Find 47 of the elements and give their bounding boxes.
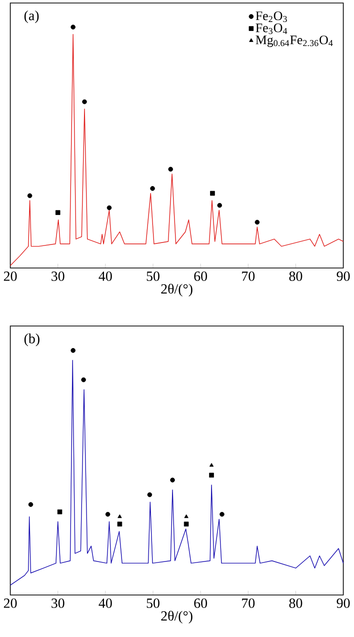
- x-tick-label: 60: [194, 272, 208, 281]
- x-tick-label: 90: [336, 272, 350, 281]
- x-tick-label: 30: [52, 598, 65, 608]
- x-tick-label: 20: [4, 598, 17, 608]
- text: (b): [24, 334, 40, 346]
- point: [82, 99, 88, 104]
- legend-label: Mg$_{0.64}$Fe$_{2.36}$O$_{4}$: [256, 36, 334, 47]
- point: [217, 202, 222, 208]
- point: [150, 186, 156, 191]
- point: [107, 205, 112, 210]
- x-axis-title: 2θ/(°): [161, 284, 193, 296]
- point: [70, 348, 76, 353]
- x-tick-label: 30: [52, 272, 65, 281]
- point: [56, 210, 60, 215]
- point: [210, 190, 216, 196]
- x-tick-label: 70: [242, 272, 255, 281]
- x-axis-title: 2θ/(°): [161, 610, 193, 624]
- point: [210, 462, 214, 467]
- point: [28, 193, 32, 198]
- point: [58, 509, 62, 514]
- text: (a): [24, 10, 39, 24]
- point: [168, 166, 174, 172]
- point: [184, 514, 189, 518]
- x-tick-label: 40: [98, 272, 112, 281]
- point: [220, 512, 225, 517]
- x-tick-label: 40: [98, 598, 112, 608]
- x-tick-label: 70: [242, 598, 255, 608]
- point: [28, 502, 34, 507]
- x-tick-label: 50: [147, 598, 160, 608]
- point: [118, 514, 122, 518]
- point: [170, 478, 176, 482]
- legend-label: Fe$_{3}$O$_{4}$: [256, 24, 288, 34]
- point: [106, 512, 110, 517]
- x-tick-label: 60: [194, 598, 208, 608]
- x-tick-label: 50: [147, 272, 160, 281]
- x-tick-label: 90: [336, 598, 350, 608]
- point: [70, 24, 76, 30]
- x-tick-label: 80: [289, 272, 302, 281]
- point: [147, 492, 152, 498]
- x-tick-label: 20: [4, 272, 17, 281]
- point: [209, 472, 214, 478]
- point: [255, 220, 260, 225]
- point: [81, 377, 86, 382]
- legend-label: Fe$_{2}$O$_{3}$: [256, 11, 288, 22]
- point: [184, 522, 189, 526]
- point: [118, 522, 122, 526]
- x-tick-label: 80: [289, 598, 302, 608]
